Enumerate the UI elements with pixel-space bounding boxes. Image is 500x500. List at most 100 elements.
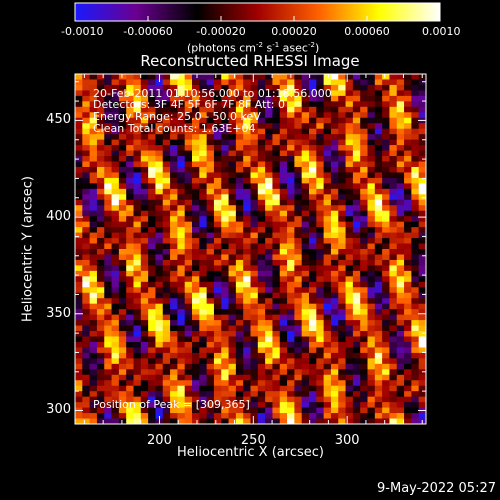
heatmap-cell [272,106,281,113]
heatmap-cell [111,396,120,403]
heatmap-cell [155,84,164,91]
heatmap-cell [330,276,339,283]
heatmap-cell [243,320,251,326]
heatmap-cell [257,210,266,217]
heatmap-cell [265,95,273,102]
heatmap-cell [126,183,134,190]
heatmap-cell [257,292,266,299]
heatmap-cell [228,79,237,86]
heatmap-cell [389,347,398,354]
heatmap-cell [118,287,127,294]
heatmap-cell [323,188,332,195]
heatmap-cell [396,363,405,370]
heatmap-cell [228,188,237,195]
heatmap-cell [367,95,376,102]
heatmap-cell [287,402,295,408]
heatmap-cell [360,145,368,151]
heatmap-cell [140,199,149,206]
heatmap-cell [352,166,361,173]
heatmap-cell [170,177,178,184]
heatmap-cell [330,314,339,321]
heatmap-cell [133,281,142,288]
heatmap-cell [352,101,361,108]
heatmap-cell [360,380,368,387]
heatmap-cell [330,210,339,217]
heatmap-cell [374,385,383,392]
heatmap-cell [104,161,112,168]
heatmap-cell [140,95,149,102]
heatmap-cell [279,156,288,162]
heatmap-cell [221,139,229,146]
heatmap-cell [243,216,251,223]
heatmap-cell [111,79,120,86]
heatmap-cell [367,183,376,190]
heatmap-cell [206,128,215,135]
heatmap-cell [330,216,339,223]
heatmap-cell [287,161,295,168]
heatmap-cell [360,336,368,343]
heatmap-cell [89,90,98,97]
heatmap-cell [104,128,112,135]
heatmap-cell [330,325,339,332]
heatmap-cell [162,84,171,91]
heatmap-cell [192,281,200,288]
heatmap-cell [279,123,288,130]
heatmap-cell [199,396,208,403]
heatmap-cell [221,363,229,370]
heatmap-cell [89,298,98,305]
heatmap-cell [140,418,149,425]
heatmap-cell [352,270,361,277]
heatmap-cell [170,336,178,343]
heatmap-cell [104,156,112,162]
heatmap-cell [89,402,98,408]
heatmap-cell [404,418,412,425]
heatmap-cell [374,112,383,119]
heatmap-cell [199,276,208,283]
heatmap-cell [374,150,383,157]
heatmap-cell [140,194,149,201]
heatmap-cell [96,199,105,206]
heatmap-cell [257,347,266,354]
heatmap-cell [148,358,156,365]
heatmap-cell [133,320,142,326]
heatmap-cell [396,298,405,305]
heatmap-cell [265,123,273,130]
heatmap-cell [221,177,229,184]
heatmap-cell [411,352,420,359]
heatmap-cell [228,227,237,233]
heatmap-cell [272,325,281,332]
heatmap-cell [235,254,244,261]
heatmap-cell [287,347,295,354]
heatmap-cell [374,128,383,135]
heatmap-cell [170,341,178,348]
heatmap-cell [404,292,412,299]
heatmap-cell [228,352,237,359]
heatmap-cell [126,314,134,321]
heatmap-cell [111,254,120,261]
heatmap-cell [96,325,105,332]
heatmap-cell [82,199,91,206]
heatmap-cell [404,156,412,162]
heatmap-cell [170,106,178,113]
heatmap-cell [111,183,120,190]
heatmap-cell [118,79,127,86]
heatmap-cell [330,183,339,190]
heatmap-cell [75,79,83,86]
heatmap-cell [250,188,259,195]
heatmap-cell [192,194,200,201]
heatmap-cell [287,385,295,392]
heatmap-cell [170,238,178,244]
heatmap-cell [82,396,91,403]
heatmap-cell [184,347,193,354]
heatmap-cell [75,341,83,348]
heatmap-cell [148,298,156,305]
heatmap-cell [111,227,120,233]
heatmap-cell [118,249,127,255]
heatmap-cell [199,172,208,179]
heatmap-cell [243,188,251,195]
heatmap-cell [345,331,354,337]
heatmap-cell [213,106,222,113]
heatmap-cell [184,276,193,283]
heatmap-cell [345,123,354,130]
heatmap-cell [360,172,368,179]
